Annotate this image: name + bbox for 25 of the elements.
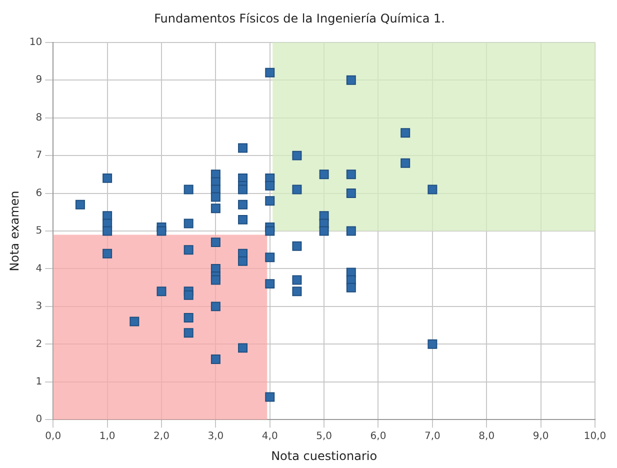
x-axis-title: Nota cuestionario (271, 448, 378, 463)
y-axis-title: Nota examen (7, 190, 22, 272)
y-tick-label: 3 (36, 301, 42, 312)
y-tick-label: 5 (36, 226, 42, 237)
y-tick-label: 8 (36, 112, 42, 124)
chart-title: Fundamentos Físicos de la Ingeniería Química 1. (154, 11, 445, 26)
y-tick-label: 7 (36, 150, 42, 162)
y-tick-label: 1 (36, 376, 42, 388)
x-tick-label: 1,0 (99, 431, 116, 442)
x-tick-label: 3,0 (208, 431, 224, 442)
x-tick-label: 2,0 (154, 431, 170, 442)
y-tick-label: 0 (36, 414, 42, 426)
y-tick-label: 4 (36, 263, 42, 274)
x-tick-label: 6,0 (370, 431, 386, 442)
x-tick-label: 9,0 (532, 431, 549, 442)
x-tick-label: 0,0 (45, 431, 62, 442)
y-tick-label: 2 (36, 338, 42, 350)
y-tick-label: 10 (29, 36, 42, 48)
x-tick-label: 8,0 (478, 431, 495, 442)
x-tick-label: 4,0 (262, 431, 278, 442)
y-tick-label: 6 (36, 188, 42, 199)
x-tick-label: 10,0 (584, 431, 606, 442)
x-tick-label: 7,0 (424, 431, 440, 442)
y-tick-label: 9 (36, 74, 42, 86)
x-tick-label: 5,0 (316, 431, 332, 442)
